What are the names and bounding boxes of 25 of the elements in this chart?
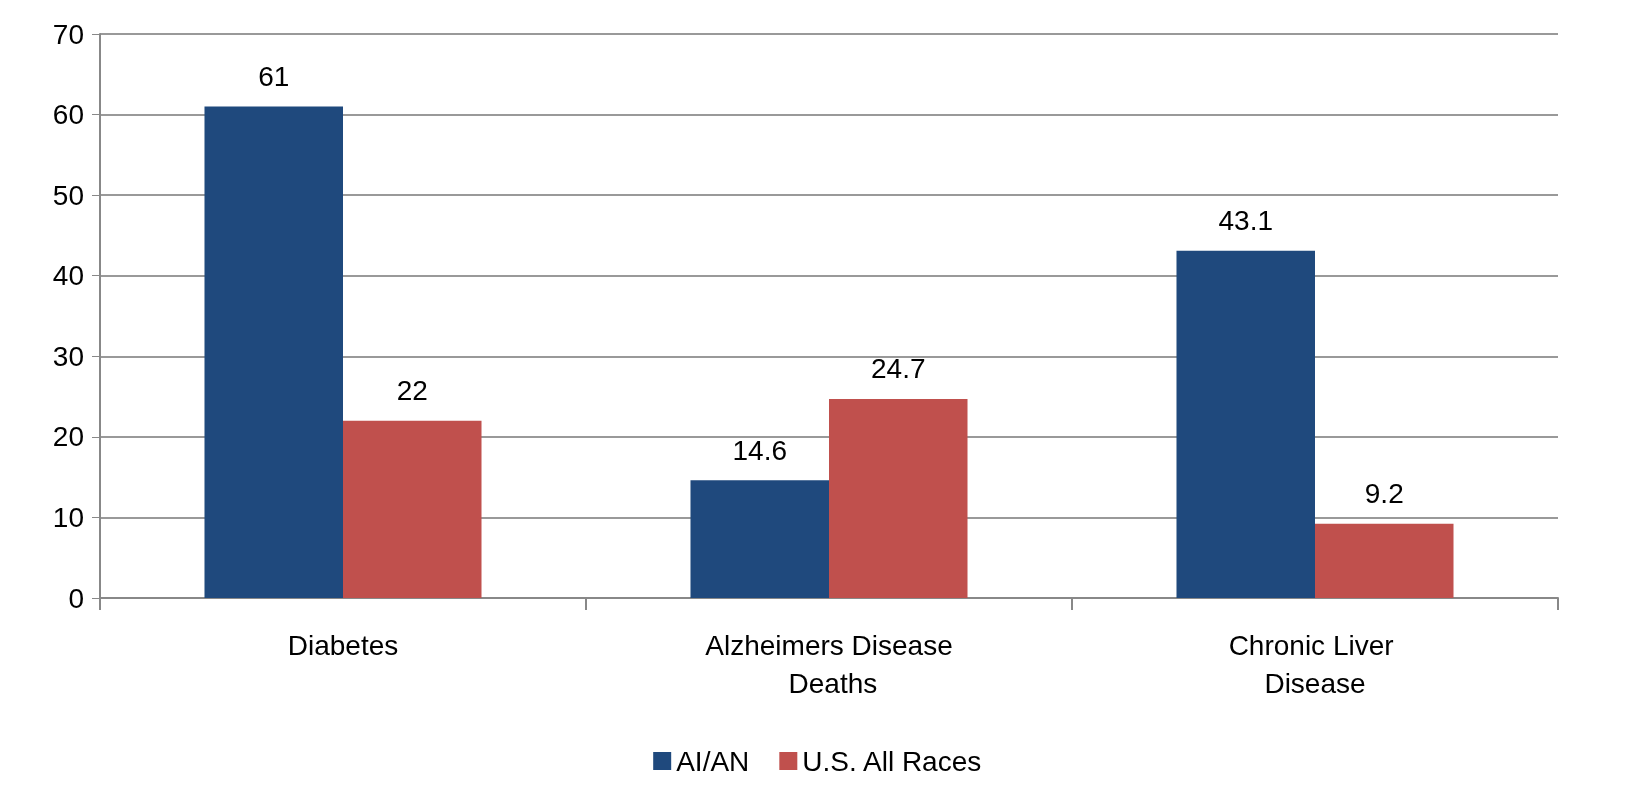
bar	[1315, 523, 1454, 598]
data-label: 22	[396, 375, 428, 407]
x-tick-label: Diabetes	[287, 629, 399, 661]
bar	[343, 420, 482, 598]
data-label: 14.6	[732, 434, 787, 466]
y-tick-label: 60	[52, 99, 84, 131]
bar	[204, 106, 343, 598]
bar	[690, 480, 829, 598]
y-tick-label: 50	[52, 179, 84, 211]
legend-label: AI/AN	[676, 745, 750, 777]
y-tick-label: 40	[52, 260, 84, 292]
bar	[1176, 250, 1315, 598]
x-tick-label: Alzheimers Disease Deaths	[705, 629, 953, 699]
x-tick-label: Chronic Liver Disease	[1228, 629, 1402, 699]
y-tick-label: 70	[52, 18, 84, 50]
y-tick-label: 10	[52, 501, 84, 533]
bar	[829, 398, 968, 598]
y-tick-label: 20	[52, 421, 84, 453]
data-label: 61	[258, 61, 290, 93]
y-tick-label: 0	[68, 582, 84, 614]
data-label: 43.1	[1218, 205, 1273, 237]
legend-label: U.S. All Races	[802, 745, 982, 777]
y-tick-label: 30	[52, 340, 84, 372]
data-label: 9.2	[1364, 478, 1404, 510]
data-label: 24.7	[871, 353, 926, 385]
